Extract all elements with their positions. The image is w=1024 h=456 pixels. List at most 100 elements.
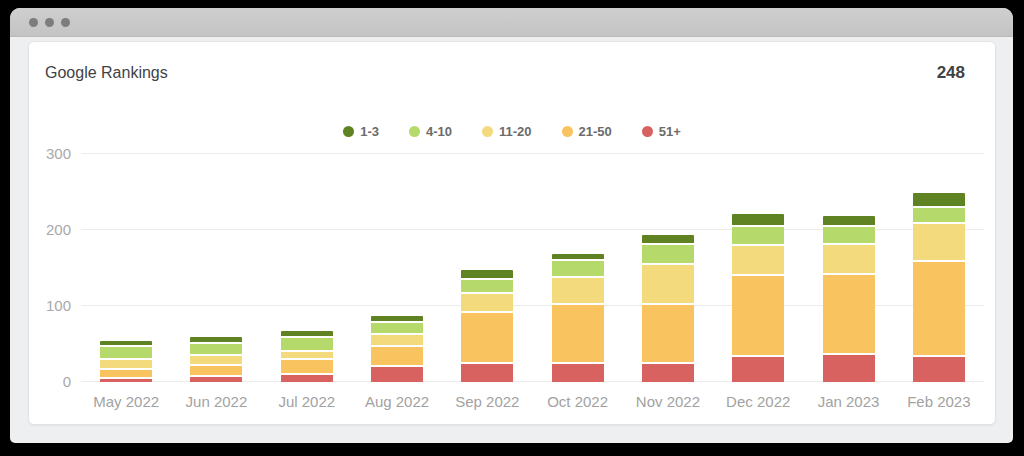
- legend-label: 11-20: [499, 124, 532, 139]
- bar-segment-11-20[interactable]: [913, 222, 965, 260]
- window-control-dot-icon: [29, 18, 38, 27]
- x-label-nov-2022: Nov 2022: [623, 393, 713, 410]
- bar-sep-2022: [461, 270, 513, 382]
- y-tick-200: 200: [46, 221, 71, 239]
- legend-item-11-20[interactable]: 11-20: [482, 124, 532, 139]
- chart-legend: 1-3 4-10 11-20 21-50 51+: [29, 124, 995, 138]
- bar-column: [171, 154, 261, 382]
- window-control-dot-icon: [61, 18, 70, 27]
- bar-segment-21-50[interactable]: [552, 303, 604, 362]
- bar-segment-11-20[interactable]: [461, 292, 513, 310]
- x-label-may-2022: May 2022: [81, 393, 171, 410]
- legend-label: 4-10: [426, 124, 452, 139]
- bar-jan-2023: [823, 216, 875, 382]
- bar-segment-4-10[interactable]: [642, 243, 694, 263]
- bar-feb-2023: [913, 193, 965, 382]
- bar-column: [803, 154, 893, 382]
- legend-item-51+[interactable]: 51+: [642, 124, 681, 139]
- bar-aug-2022: [371, 316, 423, 382]
- x-label-dec-2022: Dec 2022: [713, 393, 803, 410]
- bar-segment-51+[interactable]: [823, 353, 875, 382]
- bar-jul-2022: [281, 331, 333, 382]
- card-header: Google Rankings 248: [29, 42, 995, 83]
- bar-jun-2022: [190, 337, 242, 382]
- bar-column: [442, 154, 532, 382]
- bar-segment-4-10[interactable]: [371, 321, 423, 333]
- bar-segment-11-20[interactable]: [823, 243, 875, 273]
- bar-column: [532, 154, 622, 382]
- bar-segment-21-50[interactable]: [913, 260, 965, 356]
- bar-dec-2022: [732, 214, 784, 382]
- bar-segment-51+[interactable]: [281, 373, 333, 382]
- bar-segment-21-50[interactable]: [281, 358, 333, 373]
- bar-column: [81, 154, 171, 382]
- bar-segment-4-10[interactable]: [823, 225, 875, 243]
- x-label-jun-2022: Jun 2022: [171, 393, 261, 410]
- bar-segment-4-10[interactable]: [100, 345, 152, 357]
- bar-segment-4-10[interactable]: [913, 206, 965, 222]
- bar-column: [262, 154, 352, 382]
- bar-segment-51+[interactable]: [100, 377, 152, 382]
- bar-segment-51+[interactable]: [552, 362, 604, 383]
- bar-segment-4-10[interactable]: [281, 336, 333, 350]
- bar-segment-21-50[interactable]: [823, 273, 875, 353]
- browser-window: Google Rankings 248 1-3 4-10 11-20 21-50 51+…: [10, 8, 1013, 443]
- total-count: 248: [937, 63, 965, 83]
- legend-item-1-3[interactable]: 1-3: [343, 124, 379, 139]
- bar-segment-1-3[interactable]: [461, 270, 513, 278]
- x-label-aug-2022: Aug 2022: [352, 393, 442, 410]
- bar-segment-51+[interactable]: [461, 362, 513, 382]
- legend-dot-icon: [343, 126, 354, 137]
- x-label-jul-2022: Jul 2022: [262, 393, 352, 410]
- window-body: Google Rankings 248 1-3 4-10 11-20 21-50 51+…: [10, 37, 1013, 425]
- bar-column: [623, 154, 713, 382]
- bar-segment-51+[interactable]: [371, 365, 423, 382]
- bar-segment-11-20[interactable]: [732, 244, 784, 274]
- bar-segment-11-20[interactable]: [281, 350, 333, 358]
- bar-segment-51+[interactable]: [913, 355, 965, 382]
- bar-segment-21-50[interactable]: [461, 311, 513, 363]
- window-titlebar: [10, 8, 1013, 37]
- x-axis-labels: May 2022Jun 2022Jul 2022Aug 2022Sep 2022…: [81, 393, 984, 410]
- legend-dot-icon: [562, 126, 573, 137]
- bar-segment-51+[interactable]: [732, 355, 784, 382]
- legend-item-4-10[interactable]: 4-10: [409, 124, 452, 139]
- bar-segment-21-50[interactable]: [100, 368, 152, 378]
- bar-segment-4-10[interactable]: [190, 342, 242, 354]
- legend-dot-icon: [409, 126, 420, 137]
- bar-segment-11-20[interactable]: [100, 358, 152, 368]
- bar-segment-51+[interactable]: [190, 375, 242, 382]
- bar-segment-21-50[interactable]: [642, 303, 694, 362]
- x-label-oct-2022: Oct 2022: [532, 393, 622, 410]
- bar-segment-1-3[interactable]: [642, 235, 694, 243]
- legend-label: 51+: [659, 124, 681, 139]
- x-label-sep-2022: Sep 2022: [442, 393, 532, 410]
- card-title: Google Rankings: [45, 63, 168, 83]
- bar-segment-1-3[interactable]: [732, 214, 784, 225]
- legend-dot-icon: [642, 126, 653, 137]
- bar-nov-2022: [642, 235, 694, 382]
- bar-column: [713, 154, 803, 382]
- bar-segment-21-50[interactable]: [190, 364, 242, 375]
- bar-segment-51+[interactable]: [642, 362, 694, 383]
- legend-label: 21-50: [579, 124, 612, 139]
- legend-label: 1-3: [360, 124, 379, 139]
- y-tick-100: 100: [46, 297, 71, 315]
- bar-segment-21-50[interactable]: [732, 274, 784, 355]
- bar-column: [894, 154, 984, 382]
- legend-item-21-50[interactable]: 21-50: [562, 124, 612, 139]
- bar-segment-4-10[interactable]: [552, 259, 604, 276]
- bar-segment-11-20[interactable]: [642, 263, 694, 303]
- bar-segment-11-20[interactable]: [552, 276, 604, 303]
- y-tick-300: 300: [46, 145, 71, 163]
- bar-segment-21-50[interactable]: [371, 345, 423, 366]
- x-label-jan-2023: Jan 2023: [803, 393, 893, 410]
- bar-segment-1-3[interactable]: [913, 193, 965, 205]
- bar-segment-4-10[interactable]: [732, 225, 784, 243]
- bar-segment-4-10[interactable]: [461, 278, 513, 292]
- chart-area: 0100200300 May 2022Jun 2022Jul 2022Aug 2…: [29, 154, 995, 410]
- bar-segment-11-20[interactable]: [371, 333, 423, 344]
- bar-segment-11-20[interactable]: [190, 354, 242, 364]
- bar-segment-1-3[interactable]: [823, 216, 875, 226]
- plot-wrap: May 2022Jun 2022Jul 2022Aug 2022Sep 2022…: [81, 154, 984, 410]
